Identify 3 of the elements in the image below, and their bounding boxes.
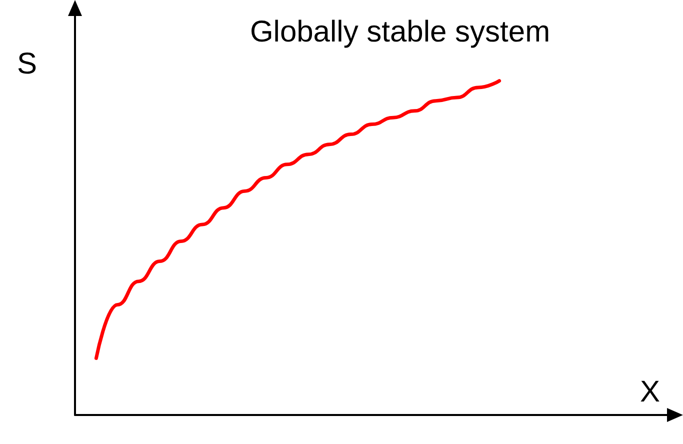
y-axis-title: S xyxy=(17,48,38,80)
chart-title: Globally stable system xyxy=(250,16,550,48)
x-axis-title: X xyxy=(640,376,660,408)
